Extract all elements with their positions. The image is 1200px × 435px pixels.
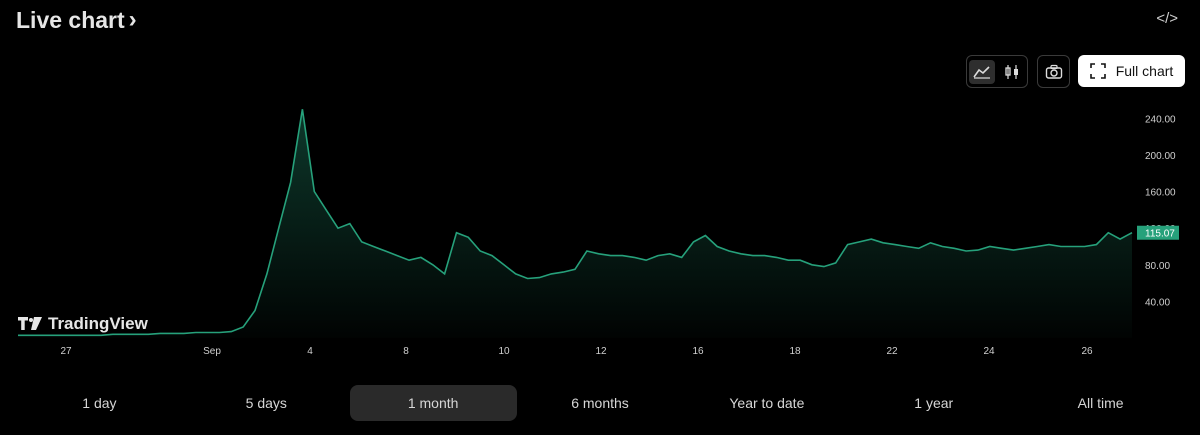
range-5-days[interactable]: 5 days [245, 395, 287, 411]
x-tick-label: 10 [498, 346, 510, 357]
time-range-selector: 1 day 5 days 1 month 6 months Year to date 1 … [16, 385, 1184, 421]
tradingview-wordmark: TradingView [48, 314, 148, 333]
chart-type-toggle [966, 55, 1028, 88]
range-1-year[interactable]: 1 year [914, 395, 954, 411]
x-tick-label: 8 [403, 346, 409, 357]
x-tick-label: 26 [1081, 346, 1093, 357]
area-chart-icon [973, 65, 990, 79]
x-tick-label: 18 [789, 346, 801, 357]
range-1-day[interactable]: 1 day [82, 395, 117, 411]
y-tick-label: 240.00 [1145, 114, 1176, 125]
x-tick-label: 16 [692, 346, 704, 357]
y-tick-label: 200.00 [1145, 151, 1176, 162]
x-tick-label: 12 [595, 346, 607, 357]
area-chart-button[interactable] [969, 59, 995, 84]
range-year-to-date[interactable]: Year to date [729, 395, 805, 411]
camera-icon [1045, 64, 1062, 79]
candlestick-chart-button[interactable] [999, 60, 1025, 84]
embed-code-icon[interactable]: </> [1156, 10, 1178, 27]
x-tick-label: 22 [886, 346, 898, 357]
y-tick-label: 40.00 [1145, 297, 1170, 308]
price-area-fill [18, 109, 1132, 338]
last-price-tag [1137, 225, 1179, 240]
full-chart-label: Full chart [1115, 63, 1174, 79]
y-tick-label: 80.00 [1145, 261, 1170, 272]
live-chart-title[interactable]: Live chart › [16, 6, 137, 34]
last-price-label: 115.07 [1145, 229, 1175, 240]
x-tick-label: 24 [983, 346, 995, 357]
range-all-time[interactable]: All time [1077, 395, 1124, 411]
full-chart-button[interactable]: Full chart [1078, 55, 1185, 87]
y-tick-label: 160.00 [1145, 188, 1176, 199]
range-6-months[interactable]: 6 months [571, 395, 629, 411]
chevron-right-icon: › [128, 6, 137, 33]
x-tick-label: Sep [203, 346, 221, 357]
x-tick-label: 27 [60, 346, 72, 357]
x-tick-label: 4 [307, 346, 313, 357]
tradingview-logo: TradingView [18, 314, 148, 334]
price-line [18, 109, 1133, 337]
range-1-month[interactable]: 1 month [349, 385, 517, 421]
price-chart[interactable]: 240.00200.00160.00120.0080.0040.00115.07… [0, 95, 1200, 365]
tradingview-icon [18, 317, 42, 330]
candlestick-icon [1005, 64, 1018, 79]
page-title: Live chart [16, 6, 125, 33]
screenshot-button[interactable] [1037, 55, 1070, 88]
fullscreen-icon [1089, 63, 1106, 79]
